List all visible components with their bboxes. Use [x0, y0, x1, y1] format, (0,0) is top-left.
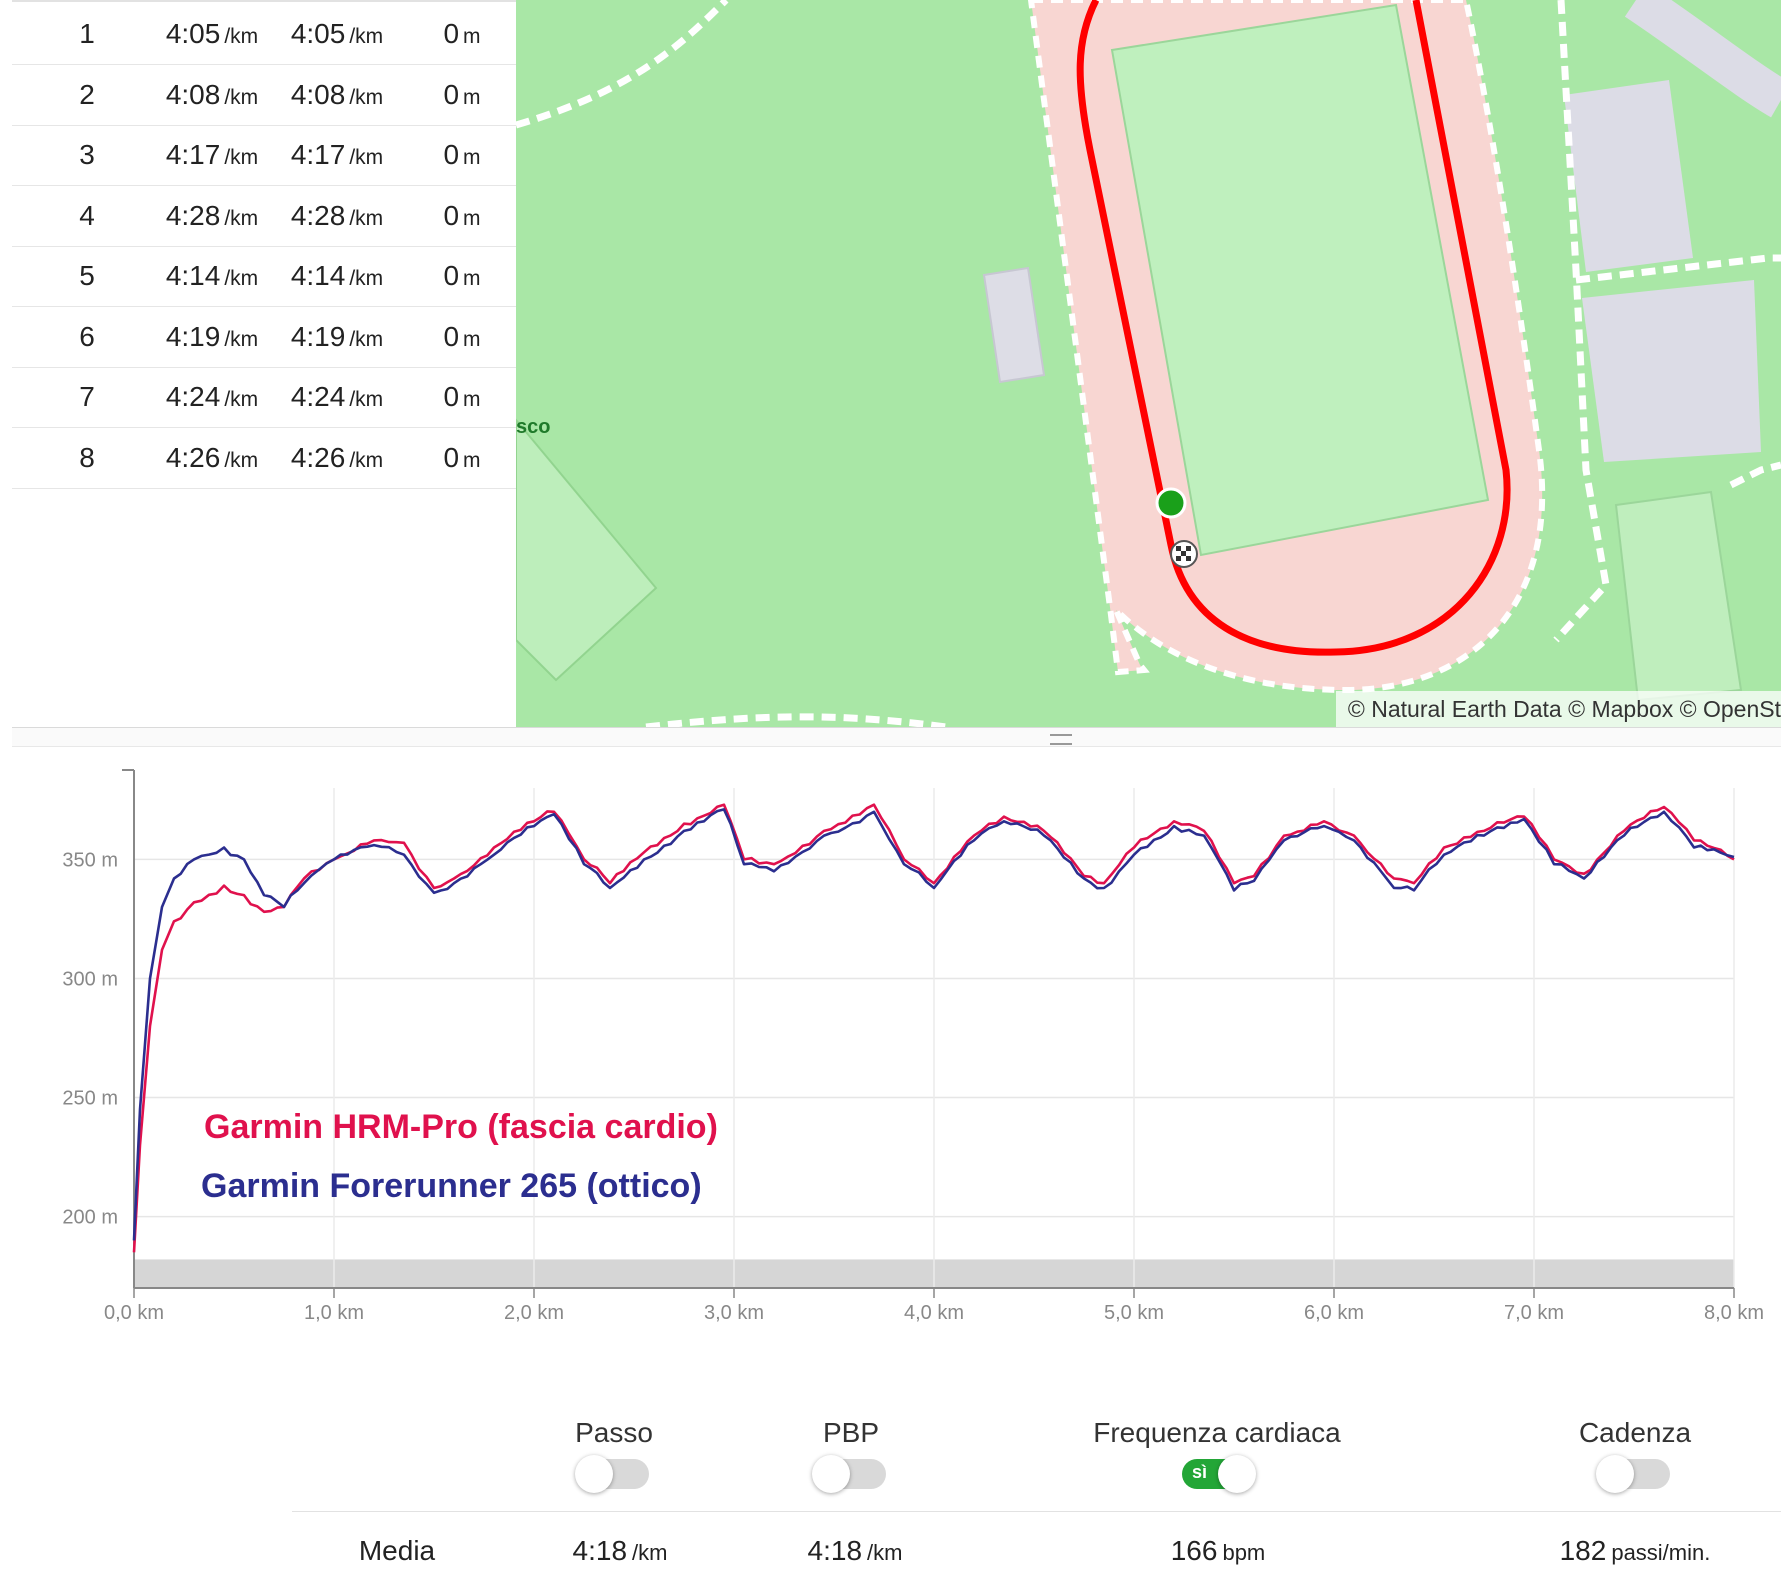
lap-moving-pace: 4:17/km — [290, 139, 384, 170]
y-tick-label: 350 m — [62, 849, 118, 871]
resize-divider[interactable] — [12, 727, 1781, 747]
map-attribution[interactable]: © Natural Earth Data © Mapbox © OpenSt — [1335, 691, 1781, 727]
lap-row[interactable]: 4 4:28/km 4:28/km 0 m — [12, 186, 516, 247]
heart-rate-chart[interactable]: 350 m 300 m 250 m 200 m 0,0 km 1,0 km 2,0 km 3,… — [12, 760, 1781, 1360]
toggle-knob[interactable] — [1218, 1455, 1256, 1493]
summary-divider — [292, 1511, 1781, 1512]
series-line-0[interactable] — [132, 803, 1735, 1253]
lap-pace: 4:05/km — [165, 18, 259, 49]
x-tick-label: 6,0 km — [1304, 1302, 1364, 1324]
lap-number: 6 — [79, 320, 95, 352]
toggle-label: PBP — [822, 1417, 880, 1448]
summary-label: Media — [358, 1535, 436, 1566]
route-map[interactable]: sco © Natural Earth Data © Mapbox © Open… — [516, 0, 1781, 727]
toggle-label: Frequenza cardiaca — [1093, 1417, 1341, 1448]
lap-moving-pace: 4:28/km — [290, 199, 384, 231]
lap-number: 5 — [79, 260, 95, 291]
lap-pace: 4:28/km — [165, 199, 259, 231]
metric-toggle-1: PBP — [701, 1417, 1001, 1493]
lap-row[interactable]: 5 4:14/km 4:14/km 0 m — [12, 246, 516, 307]
lap-row[interactable]: 8 4:26/km 4:26/km 0 m — [12, 428, 516, 489]
legend-label-hrm-pro: Garmin HRM-Pro (fascia cardio) — [204, 1108, 718, 1146]
lap-moving-pace: 4:26/km — [290, 441, 384, 473]
x-tick-label: 5,0 km — [1104, 1302, 1164, 1324]
x-tick-label: 0,0 km — [104, 1302, 164, 1324]
lap-number: 4 — [79, 199, 95, 231]
lap-row[interactable]: 3 4:17/km 4:17/km 0 m — [12, 125, 516, 186]
lap-moving-pace: 4:19/km — [290, 320, 384, 352]
lap-number: 3 — [79, 139, 95, 170]
y-tick-label: 200 m — [62, 1207, 118, 1229]
toggle-switch[interactable]: sì — [1182, 1455, 1256, 1493]
lap-number: 8 — [79, 441, 95, 473]
start-marker-icon[interactable] — [1155, 487, 1187, 519]
metric-toggle-3: Cadenza — [1485, 1417, 1781, 1493]
lap-pace: 4:26/km — [165, 441, 259, 473]
lap-moving-pace: 4:14/km — [290, 260, 384, 291]
summary-pbp: 4:18/km — [807, 1535, 903, 1566]
map-place-label: sco — [516, 416, 551, 438]
lap-pace: 4:17/km — [165, 139, 259, 170]
lap-row[interactable]: 7 4:24/km 4:24/km 0 m — [12, 367, 516, 428]
x-tick-label: 1,0 km — [304, 1302, 364, 1324]
lap-moving-pace: 4:05/km — [290, 18, 384, 49]
toggle-on-text: sì — [1192, 1462, 1208, 1482]
lap-number: 1 — [79, 18, 95, 49]
x-tick-label: 4,0 km — [904, 1302, 964, 1324]
metric-toggle-2: Frequenza cardiaca sì — [1067, 1417, 1367, 1493]
metric-toggle-0: Passo — [464, 1417, 764, 1493]
y-tick-label: 300 m — [62, 968, 118, 990]
lap-row[interactable]: 1 4:05/km 4:05/km 0 m — [12, 4, 516, 65]
series-line-1[interactable] — [132, 808, 1735, 1241]
lap-pace: 4:14/km — [165, 260, 259, 291]
finish-flag-icon[interactable] — [1170, 540, 1198, 568]
legend-label-forerunner: Garmin Forerunner 265 (ottico) — [201, 1167, 702, 1205]
x-tick-label: 3,0 km — [704, 1302, 764, 1324]
lap-row[interactable]: 6 4:19/km 4:19/km 0 m — [12, 307, 516, 368]
drag-handle-icon[interactable] — [1050, 734, 1072, 745]
lap-moving-pace: 4:08/km — [290, 78, 384, 110]
toggle-label: Cadenza — [1578, 1417, 1692, 1448]
lap-moving-pace: 4:24/km — [290, 381, 384, 412]
toggle-knob[interactable] — [1596, 1455, 1634, 1493]
x-tick-label: 8,0 km — [1704, 1302, 1764, 1324]
laps-table: 1 4:05/km 4:05/km 0 m 2 4:08/km 4:08/km 0 m 3 4:17/… — [12, 0, 516, 729]
summary-cadence: 182 passi/min. — [1559, 1535, 1711, 1566]
lap-row[interactable]: 2 4:08/km 4:08/km 0 m — [12, 65, 516, 126]
toggle-knob[interactable] — [812, 1455, 850, 1493]
summary-pace: 4:18/km — [572, 1535, 668, 1566]
toggle-switch[interactable] — [1596, 1455, 1670, 1493]
x-tick-label: 2,0 km — [504, 1302, 564, 1324]
lap-number: 7 — [79, 381, 95, 412]
toggle-switch[interactable] — [575, 1455, 649, 1493]
x-tick-label: 7,0 km — [1504, 1302, 1564, 1324]
toggle-label: Passo — [575, 1417, 653, 1448]
summary-heart-rate: 166 bpm — [1170, 1535, 1266, 1566]
lap-pace: 4:19/km — [165, 320, 259, 352]
map-canvas[interactable] — [516, 0, 1781, 727]
lap-pace: 4:08/km — [165, 78, 259, 110]
lap-pace: 4:24/km — [165, 381, 259, 412]
toggle-knob[interactable] — [575, 1455, 613, 1493]
toggle-switch[interactable] — [812, 1455, 886, 1493]
lap-number: 2 — [79, 78, 95, 110]
chart-canvas[interactable]: 350 m 300 m 250 m 200 m 0,0 km 1,0 km 2,0 km 3,… — [12, 760, 1781, 1360]
y-tick-label: 250 m — [62, 1088, 118, 1110]
